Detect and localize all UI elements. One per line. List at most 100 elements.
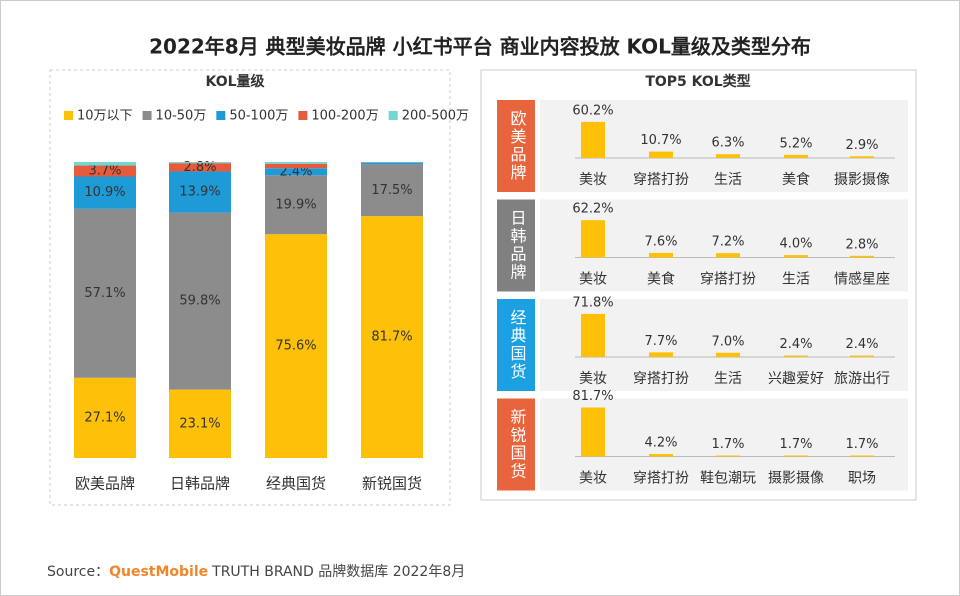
legend-swatch bbox=[142, 111, 152, 120]
legend-swatch bbox=[216, 111, 226, 120]
x-tick-label: 美妆 bbox=[579, 172, 607, 188]
bar bbox=[784, 355, 808, 357]
legend-label: 10万以下 bbox=[77, 109, 133, 124]
source-label: Source： bbox=[47, 564, 109, 580]
data-label: 6.3% bbox=[711, 136, 744, 151]
legend-label: 50-100万 bbox=[229, 109, 288, 124]
bar bbox=[850, 156, 874, 158]
bar-segment bbox=[265, 163, 327, 169]
bar-segment bbox=[74, 208, 136, 378]
x-tick-label: 欧美品牌 bbox=[75, 475, 135, 493]
bar-segment bbox=[74, 176, 136, 209]
data-label: 10.9% bbox=[84, 185, 125, 200]
data-label: 4.2% bbox=[644, 435, 677, 450]
legend-label: 100-200万 bbox=[311, 109, 378, 124]
legend-swatch bbox=[388, 111, 398, 120]
data-label: 1.7% bbox=[711, 437, 744, 452]
x-tick-label: 鞋包潮玩 bbox=[700, 471, 756, 487]
bar bbox=[581, 313, 605, 357]
x-tick-label: 职场 bbox=[848, 471, 876, 487]
legend-label: 10-50万 bbox=[156, 109, 207, 124]
group-label-box bbox=[497, 299, 535, 391]
bar bbox=[784, 154, 808, 158]
data-label: 75.6% bbox=[275, 339, 316, 354]
bar-segment bbox=[361, 164, 423, 217]
bar-segment bbox=[74, 377, 136, 458]
bar-segment bbox=[74, 162, 136, 166]
bar-segment bbox=[265, 175, 327, 235]
legend-swatch bbox=[64, 111, 73, 120]
bar-segment bbox=[265, 234, 327, 458]
bar-segment bbox=[265, 162, 327, 164]
bar bbox=[716, 253, 740, 258]
group-label-box bbox=[497, 100, 535, 192]
bar bbox=[716, 352, 740, 357]
x-tick-label: 美妆 bbox=[579, 272, 607, 288]
bar bbox=[850, 255, 874, 258]
data-label: 2.8% bbox=[183, 160, 216, 175]
bar bbox=[581, 121, 605, 158]
bar-segment bbox=[361, 162, 423, 165]
x-tick-label: 摄影摄像 bbox=[768, 471, 824, 487]
right-panel-title: TOP5 KOL类型 bbox=[645, 73, 750, 90]
x-tick-label: 生活 bbox=[714, 172, 742, 188]
data-label: 81.7% bbox=[371, 330, 412, 345]
group-label: 新锐国货 bbox=[508, 409, 527, 481]
bar bbox=[784, 255, 808, 258]
data-label: 7.7% bbox=[644, 334, 677, 349]
bar bbox=[716, 154, 740, 158]
data-label: 1.7% bbox=[845, 437, 878, 452]
group-label-box bbox=[497, 398, 535, 491]
data-label: 71.8% bbox=[572, 295, 613, 310]
data-label: 2.9% bbox=[845, 138, 878, 153]
x-tick-label: 美妆 bbox=[579, 371, 607, 387]
group-label: 经典国货 bbox=[508, 309, 527, 381]
bar bbox=[581, 220, 605, 258]
data-label: 23.1% bbox=[179, 416, 220, 431]
data-label: 57.1% bbox=[84, 286, 125, 301]
x-tick-label: 穿搭打扮 bbox=[700, 271, 756, 288]
source-text: TRUTH BRAND 品牌数据库 2022年8月 bbox=[211, 563, 465, 580]
data-label: 7.6% bbox=[644, 234, 677, 249]
panel-title-bg bbox=[195, 74, 275, 92]
data-label: 13.9% bbox=[179, 185, 220, 200]
x-tick-label: 生活 bbox=[714, 371, 742, 387]
data-label: 2.8% bbox=[845, 237, 878, 252]
bar bbox=[649, 352, 673, 357]
x-tick-label: 情感星座 bbox=[834, 271, 890, 288]
bar-segment bbox=[169, 163, 231, 172]
data-label: 2.4% bbox=[845, 337, 878, 352]
bar-segment bbox=[361, 216, 423, 458]
x-tick-label: 旅游出行 bbox=[834, 371, 890, 387]
data-label: 81.7% bbox=[572, 389, 613, 404]
x-tick-label: 美食 bbox=[647, 271, 675, 288]
x-tick-label: 摄影摄像 bbox=[834, 172, 890, 188]
x-tick-label: 新锐国货 bbox=[362, 475, 422, 493]
bar bbox=[784, 455, 808, 457]
x-tick-label: 日韩品牌 bbox=[170, 475, 230, 493]
bar bbox=[649, 151, 673, 158]
data-label: 2.4% bbox=[779, 337, 812, 352]
source-brand: QuestMobile bbox=[109, 564, 208, 580]
bar bbox=[649, 453, 673, 457]
bar-segment bbox=[265, 168, 327, 176]
data-label: 27.1% bbox=[84, 410, 125, 425]
bar-segment bbox=[169, 212, 231, 390]
left-panel-title: KOL量级 bbox=[205, 73, 265, 90]
data-label: 59.8% bbox=[179, 294, 220, 309]
right-panel bbox=[480, 69, 917, 501]
left-panel bbox=[49, 69, 451, 506]
bar-segment bbox=[169, 162, 231, 164]
source: Source：QuestMobile TRUTH BRAND 品牌数据库 2022… bbox=[47, 563, 465, 580]
data-label: 7.2% bbox=[711, 235, 744, 250]
group-label: 欧美品牌 bbox=[508, 110, 527, 182]
bar bbox=[850, 355, 874, 357]
data-label: 19.9% bbox=[275, 197, 316, 212]
data-label: 5.2% bbox=[779, 136, 812, 151]
group-label-box bbox=[497, 199, 535, 292]
bar bbox=[649, 252, 673, 258]
x-tick-label: 兴趣爱好 bbox=[768, 371, 824, 387]
bar-segment bbox=[169, 389, 231, 458]
x-tick-label: 穿搭打扮 bbox=[633, 171, 689, 188]
